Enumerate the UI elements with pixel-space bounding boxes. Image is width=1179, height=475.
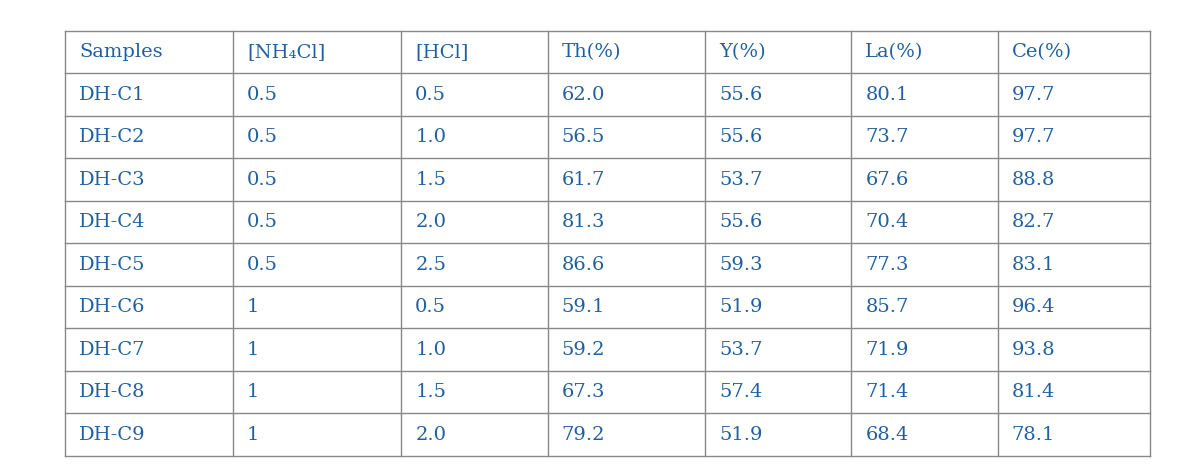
Text: 55.6: 55.6 (719, 213, 763, 231)
Text: 53.7: 53.7 (719, 341, 763, 359)
Text: 67.6: 67.6 (865, 171, 909, 189)
Text: 61.7: 61.7 (561, 171, 605, 189)
Text: 56.5: 56.5 (561, 128, 605, 146)
Text: DH-C1: DH-C1 (79, 86, 145, 104)
Text: 0.5: 0.5 (248, 213, 278, 231)
Text: 71.4: 71.4 (865, 383, 909, 401)
Text: 79.2: 79.2 (561, 426, 605, 444)
Text: Samples: Samples (79, 43, 163, 61)
Text: DH-C3: DH-C3 (79, 171, 146, 189)
Text: 77.3: 77.3 (865, 256, 909, 274)
Text: 78.1: 78.1 (1012, 426, 1055, 444)
Text: 82.7: 82.7 (1012, 213, 1055, 231)
Text: 0.5: 0.5 (248, 256, 278, 274)
Text: 83.1: 83.1 (1012, 256, 1055, 274)
Text: 97.7: 97.7 (1012, 86, 1055, 104)
Text: 51.9: 51.9 (719, 426, 763, 444)
Text: DH-C6: DH-C6 (79, 298, 145, 316)
Text: DH-C4: DH-C4 (79, 213, 145, 231)
Text: 97.7: 97.7 (1012, 128, 1055, 146)
Text: 53.7: 53.7 (719, 171, 763, 189)
Text: 0.5: 0.5 (415, 298, 446, 316)
Text: 1.0: 1.0 (415, 128, 446, 146)
Text: 86.6: 86.6 (561, 256, 605, 274)
Text: 1.5: 1.5 (415, 383, 446, 401)
Text: 59.3: 59.3 (719, 256, 763, 274)
Text: 0.5: 0.5 (248, 86, 278, 104)
Text: 55.6: 55.6 (719, 128, 763, 146)
Text: 57.4: 57.4 (719, 383, 763, 401)
Text: 55.6: 55.6 (719, 86, 763, 104)
Text: 81.3: 81.3 (561, 213, 605, 231)
Text: 59.1: 59.1 (561, 298, 605, 316)
Text: [NH₄Cl]: [NH₄Cl] (248, 43, 325, 61)
Text: DH-C8: DH-C8 (79, 383, 145, 401)
Text: DH-C9: DH-C9 (79, 426, 146, 444)
Text: 1: 1 (248, 383, 259, 401)
Text: 0.5: 0.5 (248, 128, 278, 146)
Text: 93.8: 93.8 (1012, 341, 1055, 359)
Text: Ce(%): Ce(%) (1012, 43, 1072, 61)
Text: DH-C7: DH-C7 (79, 341, 145, 359)
Text: Y(%): Y(%) (719, 43, 765, 61)
Text: 85.7: 85.7 (865, 298, 909, 316)
Text: 88.8: 88.8 (1012, 171, 1055, 189)
Text: 80.1: 80.1 (865, 86, 909, 104)
Text: 71.9: 71.9 (865, 341, 909, 359)
Text: DH-C5: DH-C5 (79, 256, 145, 274)
Text: 1.0: 1.0 (415, 341, 446, 359)
Text: 1.5: 1.5 (415, 171, 446, 189)
Text: 73.7: 73.7 (865, 128, 909, 146)
Text: DH-C2: DH-C2 (79, 128, 145, 146)
Text: Th(%): Th(%) (561, 43, 621, 61)
Text: 68.4: 68.4 (865, 426, 909, 444)
Text: 62.0: 62.0 (561, 86, 605, 104)
Text: 1: 1 (248, 426, 259, 444)
Text: 67.3: 67.3 (561, 383, 605, 401)
Text: [HCl]: [HCl] (415, 43, 468, 61)
Text: 2.0: 2.0 (415, 426, 446, 444)
Text: 59.2: 59.2 (561, 341, 605, 359)
Text: 51.9: 51.9 (719, 298, 763, 316)
Text: 1: 1 (248, 341, 259, 359)
Text: 2.5: 2.5 (415, 256, 446, 274)
Text: 70.4: 70.4 (865, 213, 909, 231)
Text: 2.0: 2.0 (415, 213, 446, 231)
Text: 0.5: 0.5 (415, 86, 446, 104)
Text: 0.5: 0.5 (248, 171, 278, 189)
Text: La(%): La(%) (865, 43, 924, 61)
Text: 81.4: 81.4 (1012, 383, 1055, 401)
Text: 1: 1 (248, 298, 259, 316)
Text: 96.4: 96.4 (1012, 298, 1055, 316)
